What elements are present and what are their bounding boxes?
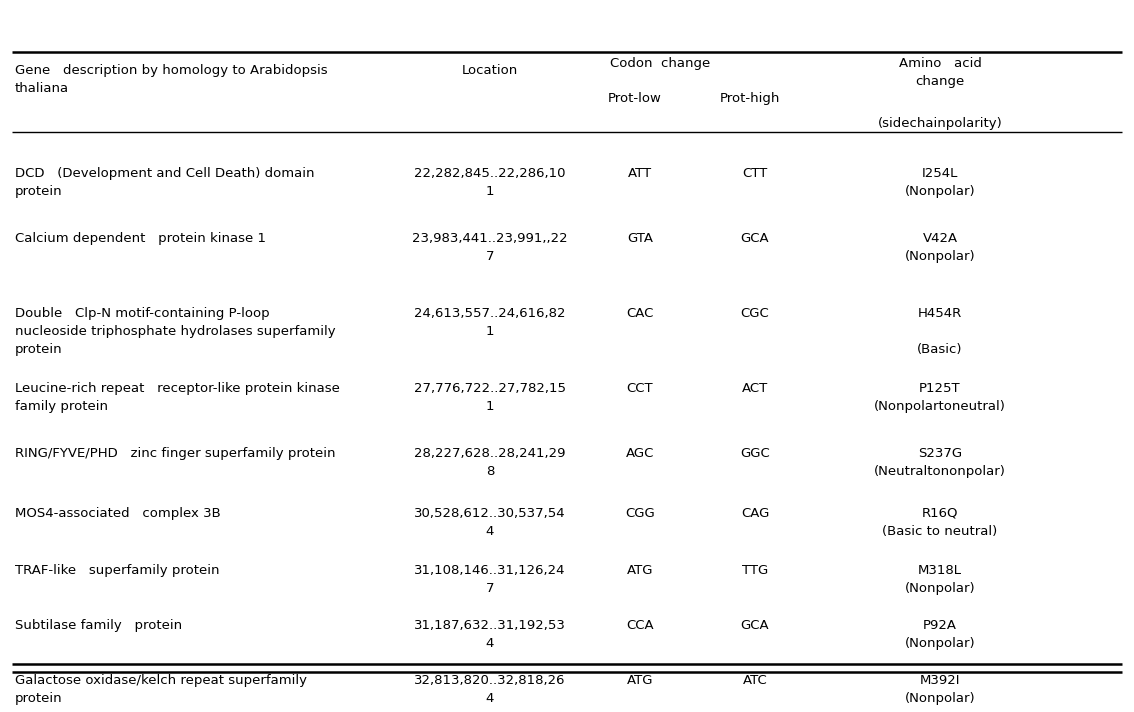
Text: S237G
(Neutraltononpolar): S237G (Neutraltononpolar) <box>874 447 1006 478</box>
Text: ATG: ATG <box>627 564 653 577</box>
Text: (sidechainpolarity): (sidechainpolarity) <box>878 117 1002 130</box>
Text: Double   Clp-N motif-containing P-loop
nucleoside triphosphate hydrolases superf: Double Clp-N motif-containing P-loop nuc… <box>15 307 336 356</box>
Text: CAC: CAC <box>626 307 653 320</box>
Text: GCA: GCA <box>741 232 769 245</box>
Text: ACT: ACT <box>742 382 768 395</box>
Text: Galactose oxidase/kelch repeat superfamily
protein: Galactose oxidase/kelch repeat superfami… <box>15 674 307 705</box>
Text: RING/FYVE/PHD   zinc finger superfamily protein: RING/FYVE/PHD zinc finger superfamily pr… <box>15 447 336 460</box>
Text: M392I
(Nonpolar): M392I (Nonpolar) <box>905 674 975 705</box>
Text: 31,108,146..31,126,24
7: 31,108,146..31,126,24 7 <box>414 564 566 595</box>
Text: 30,528,612..30,537,54
4: 30,528,612..30,537,54 4 <box>414 507 566 538</box>
Text: P92A
(Nonpolar): P92A (Nonpolar) <box>905 619 975 650</box>
Text: M318L
(Nonpolar): M318L (Nonpolar) <box>905 564 975 595</box>
Text: GCA: GCA <box>741 619 769 632</box>
Text: CGG: CGG <box>625 507 654 520</box>
Text: TTG: TTG <box>742 564 768 577</box>
Text: Location: Location <box>462 64 518 77</box>
Text: ATT: ATT <box>628 167 652 180</box>
Text: V42A
(Nonpolar): V42A (Nonpolar) <box>905 232 975 263</box>
Text: Leucine-rich repeat   receptor-like protein kinase
family protein: Leucine-rich repeat receptor-like protei… <box>15 382 340 413</box>
Text: Calcium dependent   protein kinase 1: Calcium dependent protein kinase 1 <box>15 232 266 245</box>
Text: 28,227,628..28,241,29
8: 28,227,628..28,241,29 8 <box>414 447 566 478</box>
Text: 22,282,845..22,286,10
1: 22,282,845..22,286,10 1 <box>414 167 566 198</box>
Text: Prot-low: Prot-low <box>608 92 662 105</box>
Text: ATC: ATC <box>743 674 768 687</box>
Text: CCT: CCT <box>627 382 653 395</box>
Text: TRAF-like   superfamily protein: TRAF-like superfamily protein <box>15 564 220 577</box>
Text: CGC: CGC <box>741 307 769 320</box>
Text: P125T
(Nonpolartoneutral): P125T (Nonpolartoneutral) <box>874 382 1006 413</box>
Text: 32,813,820..32,818,26
4: 32,813,820..32,818,26 4 <box>414 674 566 705</box>
Text: R16Q
(Basic to neutral): R16Q (Basic to neutral) <box>882 507 998 538</box>
Text: I254L
(Nonpolar): I254L (Nonpolar) <box>905 167 975 198</box>
Text: ATG: ATG <box>627 674 653 687</box>
Text: 24,613,557..24,616,82
1: 24,613,557..24,616,82 1 <box>414 307 566 338</box>
Text: AGC: AGC <box>626 447 654 460</box>
Text: 31,187,632..31,192,53
4: 31,187,632..31,192,53 4 <box>414 619 566 650</box>
Text: H454R

(Basic): H454R (Basic) <box>917 307 963 356</box>
Text: 27,776,722..27,782,15
1: 27,776,722..27,782,15 1 <box>414 382 566 413</box>
Text: 23,983,441..23,991,,22
7: 23,983,441..23,991,,22 7 <box>412 232 568 263</box>
Text: Prot-high: Prot-high <box>720 92 780 105</box>
Text: Amino   acid
change: Amino acid change <box>898 57 981 88</box>
Text: Gene   description by homology to Arabidopsis
thaliana: Gene description by homology to Arabidop… <box>15 64 328 95</box>
Text: MOS4-associated   complex 3B: MOS4-associated complex 3B <box>15 507 221 520</box>
Text: GGC: GGC <box>741 447 770 460</box>
Text: CTT: CTT <box>743 167 768 180</box>
Text: CAG: CAG <box>741 507 769 520</box>
Text: Codon  change: Codon change <box>610 57 710 70</box>
Text: DCD   (Development and Cell Death) domain
protein: DCD (Development and Cell Death) domain … <box>15 167 314 198</box>
Text: GTA: GTA <box>627 232 653 245</box>
Text: CCA: CCA <box>626 619 654 632</box>
Text: Subtilase family   protein: Subtilase family protein <box>15 619 183 632</box>
